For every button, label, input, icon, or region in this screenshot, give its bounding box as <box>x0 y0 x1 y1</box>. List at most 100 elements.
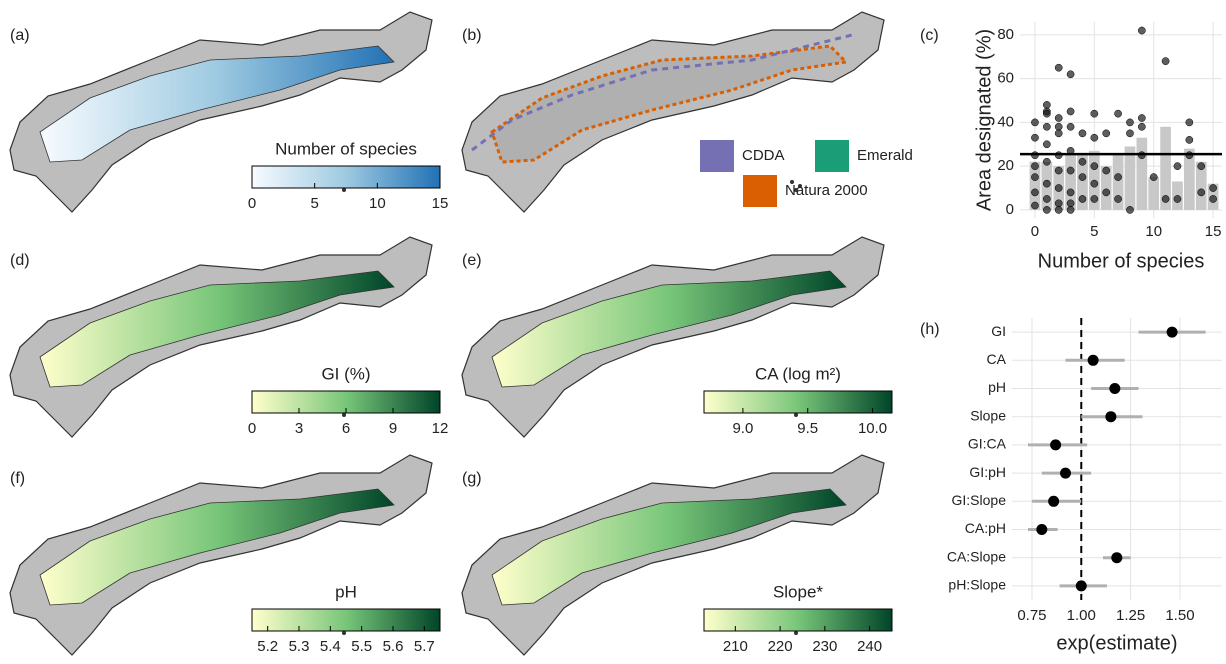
colorbar <box>703 390 893 414</box>
point <box>1090 133 1099 142</box>
point <box>1042 140 1051 149</box>
point <box>1042 179 1051 188</box>
colorbar-tick-label: 230 <box>812 638 837 655</box>
point <box>1031 133 1039 142</box>
point <box>1087 354 1099 366</box>
map-overlay <box>471 33 853 152</box>
y-tick-label: 20 <box>997 157 1014 174</box>
colorbar <box>703 608 893 632</box>
panel-label: (g) <box>462 470 482 487</box>
colorbar-tick-label: 10 <box>369 195 386 212</box>
point <box>1054 129 1063 138</box>
point <box>1031 201 1039 210</box>
point <box>1102 188 1111 197</box>
point <box>1209 195 1217 203</box>
point <box>1102 166 1111 175</box>
colorbar-tick-label: 9 <box>389 420 397 437</box>
point <box>1137 26 1146 35</box>
point <box>1054 114 1063 122</box>
point <box>1054 166 1063 175</box>
point <box>1078 173 1087 181</box>
colorbar-title: pH <box>335 582 357 601</box>
colorbar-tick-label: 5.3 <box>289 638 310 655</box>
point <box>1054 184 1063 192</box>
point <box>1031 173 1039 181</box>
colorbar-tick-label: 5.5 <box>351 638 372 655</box>
colorbar-tick-label: 15 <box>432 195 449 212</box>
x-tick-label: 1.50 <box>1165 607 1194 624</box>
point <box>1114 195 1122 203</box>
map-island <box>342 413 346 417</box>
point <box>1078 195 1087 203</box>
point <box>1066 166 1075 175</box>
bar <box>1148 177 1160 210</box>
map-island <box>342 188 346 192</box>
point <box>1137 114 1146 122</box>
y-tick-label: 80 <box>997 26 1014 43</box>
point <box>1114 109 1122 118</box>
colorbar-title: CA (log m²) <box>755 364 841 383</box>
bar <box>1183 148 1195 210</box>
y-tick-label: GI:Slope <box>952 492 1007 508</box>
x-axis-title: Number of species <box>1038 250 1205 272</box>
point <box>1042 101 1051 109</box>
map-units <box>39 270 395 388</box>
point <box>1090 179 1099 188</box>
map-units <box>490 44 850 164</box>
point <box>1059 467 1071 479</box>
map-units <box>39 488 395 606</box>
point <box>1042 157 1051 166</box>
bar <box>1100 166 1112 210</box>
colorbar <box>251 165 441 189</box>
colorbar-tick-label: 3 <box>295 420 303 437</box>
point <box>1042 122 1051 131</box>
point <box>1066 206 1075 214</box>
panel-label: (a) <box>10 27 30 44</box>
colorbar-tick-label: 5 <box>310 195 318 212</box>
bar <box>1029 161 1041 210</box>
point <box>1102 129 1111 138</box>
bar <box>1077 155 1088 210</box>
point <box>1066 122 1075 131</box>
point <box>1054 206 1063 214</box>
panel-label: (b) <box>462 27 482 44</box>
y-tick-label: GI:CA <box>968 436 1007 452</box>
colorbar-title: GI (%) <box>321 364 370 383</box>
y-tick-label: CA <box>987 351 1007 367</box>
y-tick-label: 60 <box>997 70 1014 87</box>
colorbar-title: Number of species <box>275 139 417 158</box>
point <box>1126 118 1134 127</box>
bar <box>1136 137 1148 210</box>
point <box>1197 162 1206 171</box>
point <box>1197 188 1206 197</box>
panel-label: (c) <box>920 27 939 44</box>
point <box>1066 199 1075 208</box>
map-island <box>794 631 798 635</box>
point <box>1048 495 1060 507</box>
legend-swatch <box>700 140 734 172</box>
point <box>1031 188 1039 197</box>
y-tick-label: 0 <box>1006 201 1014 218</box>
map-units <box>39 45 395 163</box>
map-units <box>491 488 847 606</box>
colorbar-tick-label: 5.6 <box>383 638 404 655</box>
legend-swatch <box>743 175 777 207</box>
bar <box>1195 161 1207 210</box>
y-tick-label: GI <box>991 323 1006 339</box>
panel-label: (e) <box>462 252 482 269</box>
point <box>1078 129 1087 138</box>
point <box>1075 580 1087 592</box>
point <box>1090 109 1099 118</box>
colorbar-title: Slope* <box>773 582 823 601</box>
legend-label: Natura 2000 <box>785 182 868 199</box>
bar <box>1065 153 1076 210</box>
point <box>1054 63 1063 72</box>
panel-label: (f) <box>10 470 25 487</box>
point <box>1105 411 1117 423</box>
point <box>1066 107 1075 116</box>
point <box>1031 118 1039 127</box>
map-panel <box>461 11 885 213</box>
colorbar-tick-label: 5.4 <box>320 638 341 655</box>
colorbar-tick-label: 0 <box>248 420 256 437</box>
